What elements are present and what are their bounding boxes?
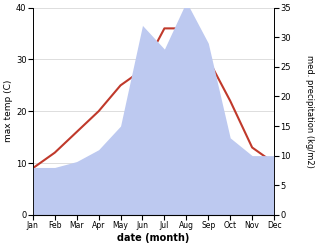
X-axis label: date (month): date (month): [117, 233, 190, 243]
Y-axis label: med. precipitation (kg/m2): med. precipitation (kg/m2): [305, 55, 314, 168]
Y-axis label: max temp (C): max temp (C): [4, 80, 13, 143]
